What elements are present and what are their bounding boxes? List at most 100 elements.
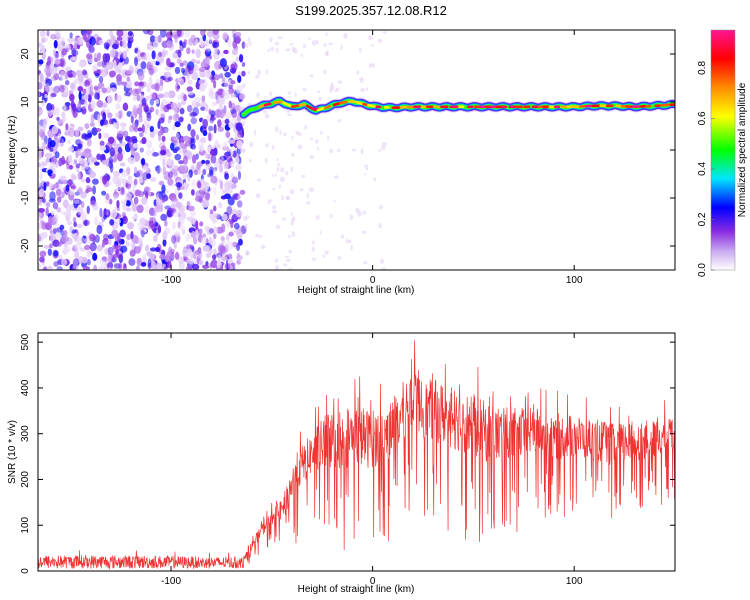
figure-title: S199.2025.357.12.08.R12 [295, 3, 447, 18]
noise-blob [274, 173, 277, 177]
noise-blob [77, 102, 82, 112]
noise-blob [88, 152, 92, 158]
noise-blob [214, 47, 219, 55]
noise-blob [248, 159, 252, 163]
noise-blob [201, 95, 206, 103]
noise-blob [336, 148, 341, 152]
noise-blob [227, 38, 232, 47]
noise-blob [53, 58, 61, 65]
noise-blob [237, 170, 242, 180]
noise-blob [194, 97, 202, 103]
noise-blob [206, 30, 214, 38]
noise-blob [54, 214, 59, 223]
noise-blob [119, 162, 126, 167]
noise-blob [69, 226, 74, 231]
noise-blob [105, 87, 112, 94]
y-tick-label: 500 [20, 333, 31, 350]
noise-blob [97, 82, 105, 89]
noise-blob [72, 265, 79, 270]
noise-blob [162, 158, 166, 167]
noise-blob [121, 81, 128, 86]
noise-blob [38, 199, 42, 206]
noise-blob [38, 106, 43, 116]
noise-blob [154, 35, 159, 43]
noise-blob [329, 213, 333, 219]
noise-blob [54, 52, 60, 59]
noise-blob [69, 32, 73, 39]
noise-blob [230, 93, 236, 98]
noise-blob [67, 155, 73, 165]
noise-blob [244, 223, 248, 230]
noise-blob [149, 106, 155, 113]
noise-blob [43, 84, 50, 94]
noise-blob [134, 189, 142, 197]
noise-blob [54, 151, 60, 159]
noise-blob [99, 140, 105, 147]
noise-blob [165, 31, 173, 40]
noise-blob [109, 147, 115, 157]
noise-blob [130, 231, 134, 240]
noise-blob [224, 112, 232, 119]
noise-blob [72, 258, 79, 268]
noise-blob [52, 228, 57, 235]
noise-blob [241, 83, 246, 89]
noise-blob [63, 104, 67, 111]
noise-blob [333, 199, 336, 203]
noise-blob [205, 183, 209, 191]
noise-blob [213, 186, 217, 196]
noise-blob [141, 196, 148, 205]
noise-blob [101, 190, 107, 196]
noise-blob [138, 81, 144, 87]
noise-blob [275, 47, 279, 53]
noise-blob [136, 204, 144, 214]
noise-blob [85, 165, 89, 170]
noise-blob [42, 197, 46, 204]
noise-blob [363, 261, 368, 265]
noise-blob [143, 105, 150, 113]
noise-blob [154, 82, 160, 92]
noise-blob [62, 199, 69, 209]
noise-blob [157, 266, 164, 270]
noise-blob [365, 166, 369, 171]
noise-blob [156, 167, 163, 174]
noise-blob [50, 226, 58, 232]
noise-blob [122, 130, 129, 138]
noise-blob [111, 43, 119, 50]
noise-blob [89, 84, 93, 93]
noise-blob [195, 153, 199, 160]
noise-blob [311, 240, 315, 245]
noise-blob [133, 108, 138, 115]
noise-blob [136, 257, 142, 267]
noise-blob [177, 221, 181, 229]
noise-blob [56, 241, 62, 247]
noise-blob [359, 47, 362, 53]
noise-blob [227, 196, 235, 206]
noise-blob [187, 38, 194, 46]
noise-blob [195, 220, 199, 230]
noise-blob [278, 36, 283, 40]
noise-blob [68, 165, 74, 170]
noise-blob [78, 71, 82, 78]
noise-blob [291, 135, 294, 140]
noise-blob [114, 218, 122, 224]
noise-blob [105, 193, 110, 201]
noise-blob [149, 125, 154, 133]
noise-blob [278, 184, 282, 189]
noise-blob [50, 92, 57, 98]
noise-blob [187, 123, 192, 132]
noise-blob [142, 165, 149, 172]
noise-blob [67, 139, 71, 145]
noise-blob [221, 188, 228, 195]
noise-blob [89, 122, 95, 127]
noise-blob [334, 175, 339, 180]
noise-blob [158, 249, 166, 255]
noise-blob [74, 78, 78, 83]
noise-blob [221, 213, 228, 222]
noise-blob [99, 260, 106, 267]
noise-blob [200, 236, 208, 245]
noise-blob [190, 112, 198, 117]
noise-blob [224, 181, 231, 191]
noise-blob [211, 214, 219, 224]
